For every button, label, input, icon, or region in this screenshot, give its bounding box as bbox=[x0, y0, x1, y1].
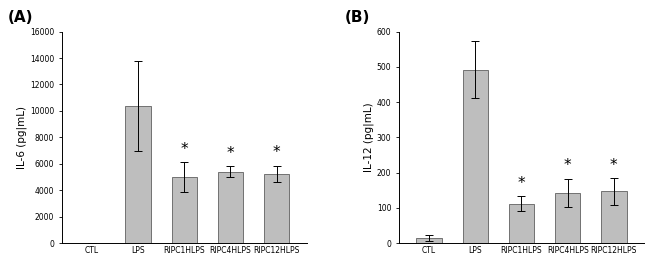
Text: *: * bbox=[227, 146, 234, 161]
Bar bbox=[555, 193, 580, 243]
Bar bbox=[217, 172, 243, 243]
Y-axis label: IL-12 (pg|mL): IL-12 (pg|mL) bbox=[364, 102, 374, 172]
Bar bbox=[601, 191, 627, 243]
Bar bbox=[172, 177, 197, 243]
Text: *: * bbox=[181, 142, 188, 157]
Bar bbox=[264, 174, 290, 243]
Bar bbox=[509, 204, 534, 243]
Bar bbox=[417, 238, 442, 243]
Text: *: * bbox=[517, 176, 525, 190]
Y-axis label: IL-6 (pg|mL): IL-6 (pg|mL) bbox=[17, 106, 28, 169]
Text: *: * bbox=[610, 158, 618, 173]
Text: *: * bbox=[273, 146, 280, 160]
Text: *: * bbox=[564, 158, 572, 173]
Text: (B): (B) bbox=[345, 10, 371, 26]
Bar bbox=[462, 70, 488, 243]
Bar bbox=[125, 106, 151, 243]
Text: (A): (A) bbox=[8, 10, 33, 26]
